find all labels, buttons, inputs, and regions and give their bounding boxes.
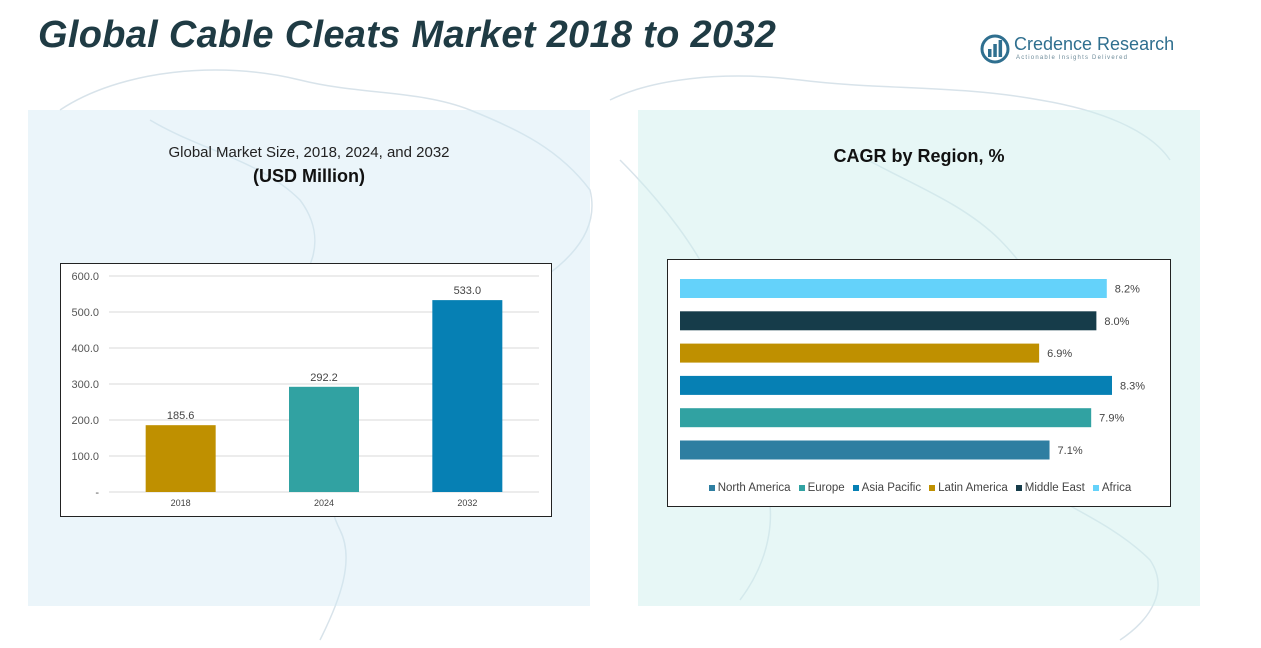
legend-label: Europe <box>807 482 845 494</box>
hbar-latin-america <box>680 343 1040 363</box>
legend-label: Africa <box>1101 482 1132 494</box>
market-size-subtitle: (USD Million) <box>253 166 365 186</box>
y-tick-label: 100.0 <box>71 451 99 463</box>
bar-2024 <box>289 386 359 492</box>
market-size-title: Global Market Size, 2018, 2024, and 2032 <box>168 144 450 161</box>
bar-value-label: 533.0 <box>454 285 482 297</box>
hbar-value-label: 8.2% <box>1115 284 1140 296</box>
legend-item: Asia Pacific <box>852 482 922 494</box>
y-tick-label: 200.0 <box>71 415 99 427</box>
hbar-value-label: 7.1% <box>1058 445 1083 457</box>
page-title: Global Cable Cleats Market 2018 to 2032 <box>38 14 777 56</box>
legend-label: Asia Pacific <box>861 482 922 494</box>
hbar-value-label: 7.9% <box>1099 413 1124 425</box>
cagr-legend: North America Europe Asia Pacific Latin Ame… <box>668 482 1172 494</box>
cagr-chart-svg: 8.2% 8.0% 6.9% 8.3% 7.9% 7.1% <box>680 279 1145 460</box>
bar-value-label: 292.2 <box>310 372 338 384</box>
cagr-title: CAGR by Region, % <box>833 146 1005 166</box>
credence-logo-icon <box>980 34 1010 64</box>
brand-block: Credence Research Actionable Insights De… <box>980 32 1180 66</box>
legend-item: Europe <box>798 482 845 494</box>
legend-item: Latin America <box>929 482 1008 494</box>
y-tick-label: - <box>95 487 99 499</box>
legend-swatch <box>929 485 936 491</box>
legend-swatch <box>708 485 715 491</box>
legend-label: North America <box>717 482 791 494</box>
legend-label: Latin America <box>938 482 1008 494</box>
hbar-value-label: 8.0% <box>1104 316 1129 328</box>
hbar-north-america <box>680 440 1050 460</box>
legend-swatch <box>852 485 859 491</box>
x-category-label: 2032 <box>457 498 477 508</box>
bar-2018 <box>145 425 216 492</box>
legend-item: North America <box>708 482 791 494</box>
y-tick-label: 600.0 <box>71 271 99 283</box>
x-category-label: 2018 <box>171 498 191 508</box>
cagr-chart: 8.2% 8.0% 6.9% 8.3% 7.9% 7.1% North America Eu… <box>667 259 1171 507</box>
legend-swatch <box>1092 485 1099 491</box>
hbar-value-label: 6.9% <box>1047 348 1072 360</box>
hbar-value-label: 8.3% <box>1120 380 1145 392</box>
hbar-africa <box>680 279 1107 298</box>
legend-label: Middle East <box>1024 482 1085 494</box>
market-size-chart-svg: - 100.0 200.0 300.0 400.0 500.0 600.0 185.6 2018… <box>71 271 539 508</box>
brand-name: Credence Research <box>1014 34 1175 54</box>
bar-2032 <box>432 300 503 492</box>
bar-value-label: 185.6 <box>167 410 195 422</box>
hbar-middle-east <box>680 311 1097 331</box>
hbar-europe <box>680 408 1092 428</box>
y-tick-label: 400.0 <box>71 343 99 355</box>
legend-swatch <box>798 485 805 491</box>
hbar-asia-pacific <box>680 375 1112 395</box>
x-category-label: 2024 <box>314 498 334 508</box>
legend-item: Africa <box>1092 482 1132 494</box>
market-size-chart: - 100.0 200.0 300.0 400.0 500.0 600.0 185.6 2018… <box>60 263 552 517</box>
legend-swatch <box>1015 485 1022 491</box>
y-tick-label: 500.0 <box>71 307 99 319</box>
y-tick-label: 300.0 <box>71 379 99 391</box>
brand-tagline: Actionable Insights Delivered <box>1016 55 1129 61</box>
legend-item: Middle East <box>1015 482 1085 494</box>
